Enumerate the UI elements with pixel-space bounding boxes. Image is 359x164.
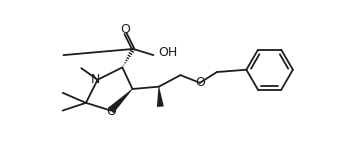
Text: O: O [121,23,130,36]
Polygon shape [157,87,164,107]
Text: OH: OH [158,46,177,59]
Polygon shape [108,89,133,113]
Text: O: O [195,76,205,89]
Text: N: N [90,73,100,86]
Text: O: O [106,105,116,118]
